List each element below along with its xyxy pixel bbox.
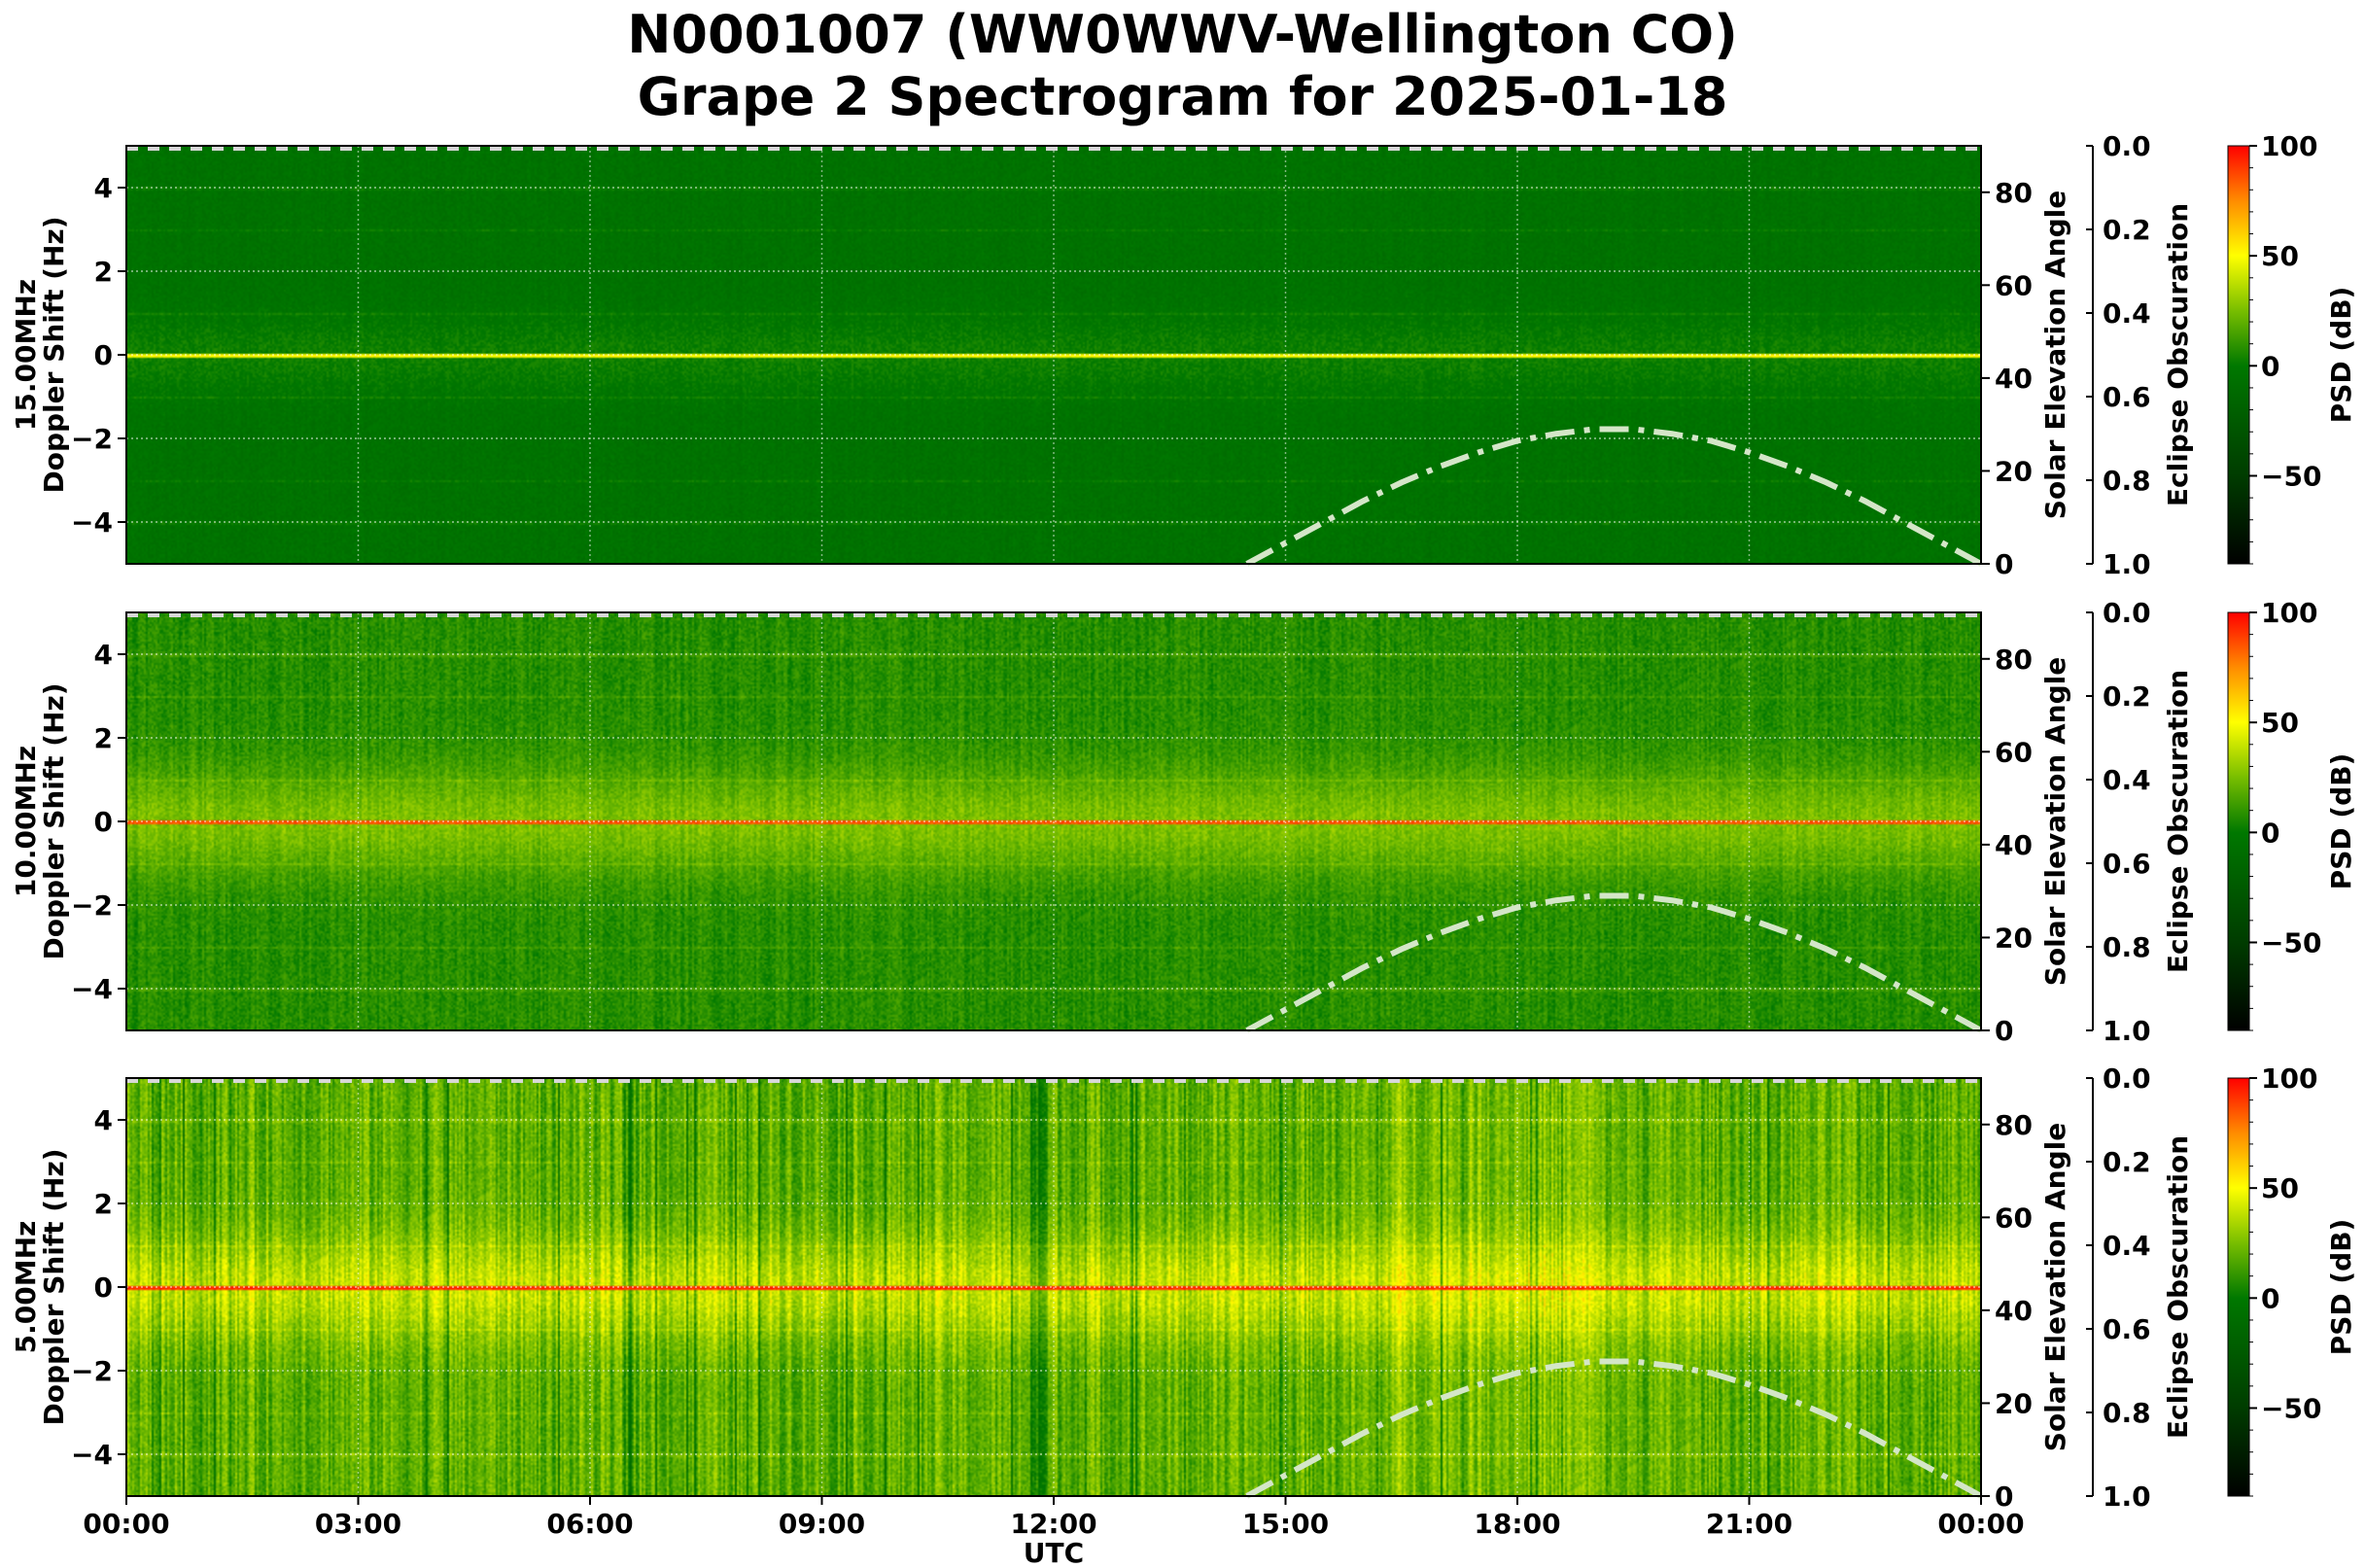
solar-elevation-curve (1245, 892, 1983, 1033)
colorbar-tick-label: 100 (2261, 130, 2317, 162)
eclipse-tick-label: 1.0 (2103, 548, 2151, 580)
colorbar-tick-label: −50 (2261, 926, 2321, 958)
solar-tick-label: 0 (1995, 1481, 2013, 1513)
solar-tick-label: 40 (1995, 363, 2033, 395)
eclipse-tick-label: 0.8 (2103, 465, 2151, 497)
y-tick-label: −2 (71, 423, 113, 455)
eclipse-tick-label: 0.2 (2103, 214, 2151, 246)
colorbar (2227, 145, 2250, 565)
figure-title-line1: N0001007 (WW0WWV-Wellington CO) (627, 4, 1738, 65)
eclipse-tick-label: 0.0 (2103, 1063, 2151, 1095)
y-tick-label: −2 (71, 889, 113, 922)
y-tick-label: −4 (71, 506, 113, 539)
colorbar-tick-label: −50 (2261, 1392, 2321, 1424)
eclipse-tick-label: 0.8 (2103, 1397, 2151, 1429)
solar-elevation-label: Solar Elevation Angle (2039, 657, 2071, 986)
frequency-label: 10.00MHz (10, 746, 42, 897)
eclipse-tick-label: 0.2 (2103, 680, 2151, 713)
eclipse-obscuration-label: Eclipse Obscuration (2162, 203, 2194, 506)
colorbar-tick-label: 100 (2261, 1063, 2317, 1095)
solar-elevation-curve (1245, 426, 1983, 567)
x-tick-label: 15:00 (1242, 1508, 1329, 1540)
colorbar (2227, 611, 2250, 1031)
y-axis-label: Doppler Shift (Hz) (38, 1148, 70, 1425)
eclipse-tick-label: 1.0 (2103, 1481, 2151, 1513)
y-tick-label: 2 (94, 256, 113, 288)
eclipse-tick-label: 0.6 (2103, 1313, 2151, 1345)
y-tick-label: −4 (71, 1439, 113, 1471)
eclipse-tick-label: 1.0 (2103, 1015, 2151, 1047)
eclipse-tick-label: 0.2 (2103, 1146, 2151, 1178)
solar-tick-label: 60 (1995, 269, 2033, 301)
y-tick-label: 2 (94, 722, 113, 754)
y-axis-label: Doppler Shift (Hz) (38, 682, 70, 959)
colorbar-tick-label: 50 (2261, 240, 2299, 272)
figure-title-line2: Grape 2 Spectrogram for 2025-01-18 (637, 66, 1728, 127)
solar-tick-label: 20 (1995, 1387, 2033, 1419)
y-tick-label: 0 (94, 806, 113, 838)
eclipse-tick-label: 0.6 (2103, 848, 2151, 880)
solar-tick-label: 0 (1995, 1015, 2013, 1047)
x-tick-label: 21:00 (1706, 1508, 1792, 1540)
solar-tick-label: 60 (1995, 1202, 2033, 1234)
frequency-label: 15.00MHz (10, 279, 42, 431)
frequency-label: 5.00MHz (10, 1221, 42, 1354)
colorbar-label: PSD (dB) (2325, 1219, 2357, 1356)
y-tick-label: −4 (71, 973, 113, 1005)
solar-tick-label: 80 (1995, 644, 2033, 676)
solar-tick-label: 20 (1995, 455, 2033, 487)
y-tick-label: 4 (94, 172, 113, 204)
solar-tick-label: 40 (1995, 1295, 2033, 1327)
colorbar-tick-label: 0 (2261, 1282, 2279, 1314)
x-tick-label: 03:00 (315, 1508, 401, 1540)
y-tick-label: 0 (94, 339, 113, 371)
colorbar-label: PSD (dB) (2325, 753, 2357, 890)
x-tick-label: 09:00 (779, 1508, 865, 1540)
colorbar-tick-label: 0 (2261, 350, 2279, 382)
colorbar-label: PSD (dB) (2325, 287, 2357, 424)
solar-tick-label: 20 (1995, 922, 2033, 954)
solar-elevation-curve (1245, 1358, 1983, 1499)
eclipse-tick-label: 0.4 (2103, 297, 2151, 330)
solar-elevation-label: Solar Elevation Angle (2039, 1123, 2071, 1451)
solar-tick-label: 60 (1995, 736, 2033, 768)
colorbar-tick-label: 50 (2261, 1172, 2299, 1204)
y-tick-label: 2 (94, 1188, 113, 1220)
eclipse-tick-label: 0.0 (2103, 597, 2151, 629)
y-tick-label: 4 (94, 1104, 113, 1136)
colorbar-tick-label: 100 (2261, 597, 2317, 629)
x-tick-label: 12:00 (1010, 1508, 1096, 1540)
solar-tick-label: 80 (1995, 177, 2033, 209)
x-axis-label: UTC (1024, 1537, 1084, 1568)
x-tick-label: 18:00 (1474, 1508, 1560, 1540)
eclipse-obscuration-label: Eclipse Obscuration (2162, 1135, 2194, 1439)
y-tick-label: −2 (71, 1355, 113, 1387)
solar-tick-label: 80 (1995, 1109, 2033, 1141)
eclipse-obscuration-label: Eclipse Obscuration (2162, 670, 2194, 973)
colorbar-tick-label: −50 (2261, 460, 2321, 492)
y-tick-label: 4 (94, 639, 113, 671)
solar-elevation-label: Solar Elevation Angle (2039, 191, 2071, 519)
eclipse-tick-label: 0.0 (2103, 130, 2151, 162)
solar-tick-label: 0 (1995, 548, 2013, 580)
y-axis-label: Doppler Shift (Hz) (38, 216, 70, 493)
x-tick-label: 00:00 (1937, 1508, 2024, 1540)
colorbar-tick-label: 0 (2261, 817, 2279, 849)
eclipse-tick-label: 0.8 (2103, 931, 2151, 963)
colorbar (2227, 1077, 2250, 1497)
x-tick-label: 00:00 (83, 1508, 169, 1540)
eclipse-tick-label: 0.4 (2103, 764, 2151, 796)
eclipse-tick-label: 0.4 (2103, 1230, 2151, 1262)
x-tick-label: 06:00 (546, 1508, 633, 1540)
y-tick-label: 0 (94, 1272, 113, 1304)
solar-tick-label: 40 (1995, 829, 2033, 861)
colorbar-tick-label: 50 (2261, 707, 2299, 739)
eclipse-tick-label: 0.6 (2103, 381, 2151, 413)
